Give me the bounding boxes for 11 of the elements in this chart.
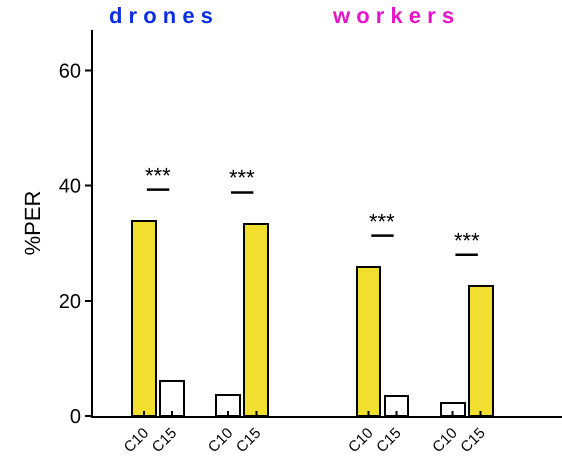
y-tick-label: 60 [58,60,81,82]
annotation: *** [229,165,256,190]
annotation: *** [369,209,396,234]
y-tick-label: 20 [58,290,81,313]
y-axis-title: %PER [20,190,46,256]
text: d r o n e s [109,3,213,28]
text: w o r k e r s [332,3,454,28]
annotation: *** [454,228,480,253]
y-tick-label: 40 [58,176,81,198]
y-tick-label: 0 [70,406,81,428]
annotation: *** [145,163,172,188]
